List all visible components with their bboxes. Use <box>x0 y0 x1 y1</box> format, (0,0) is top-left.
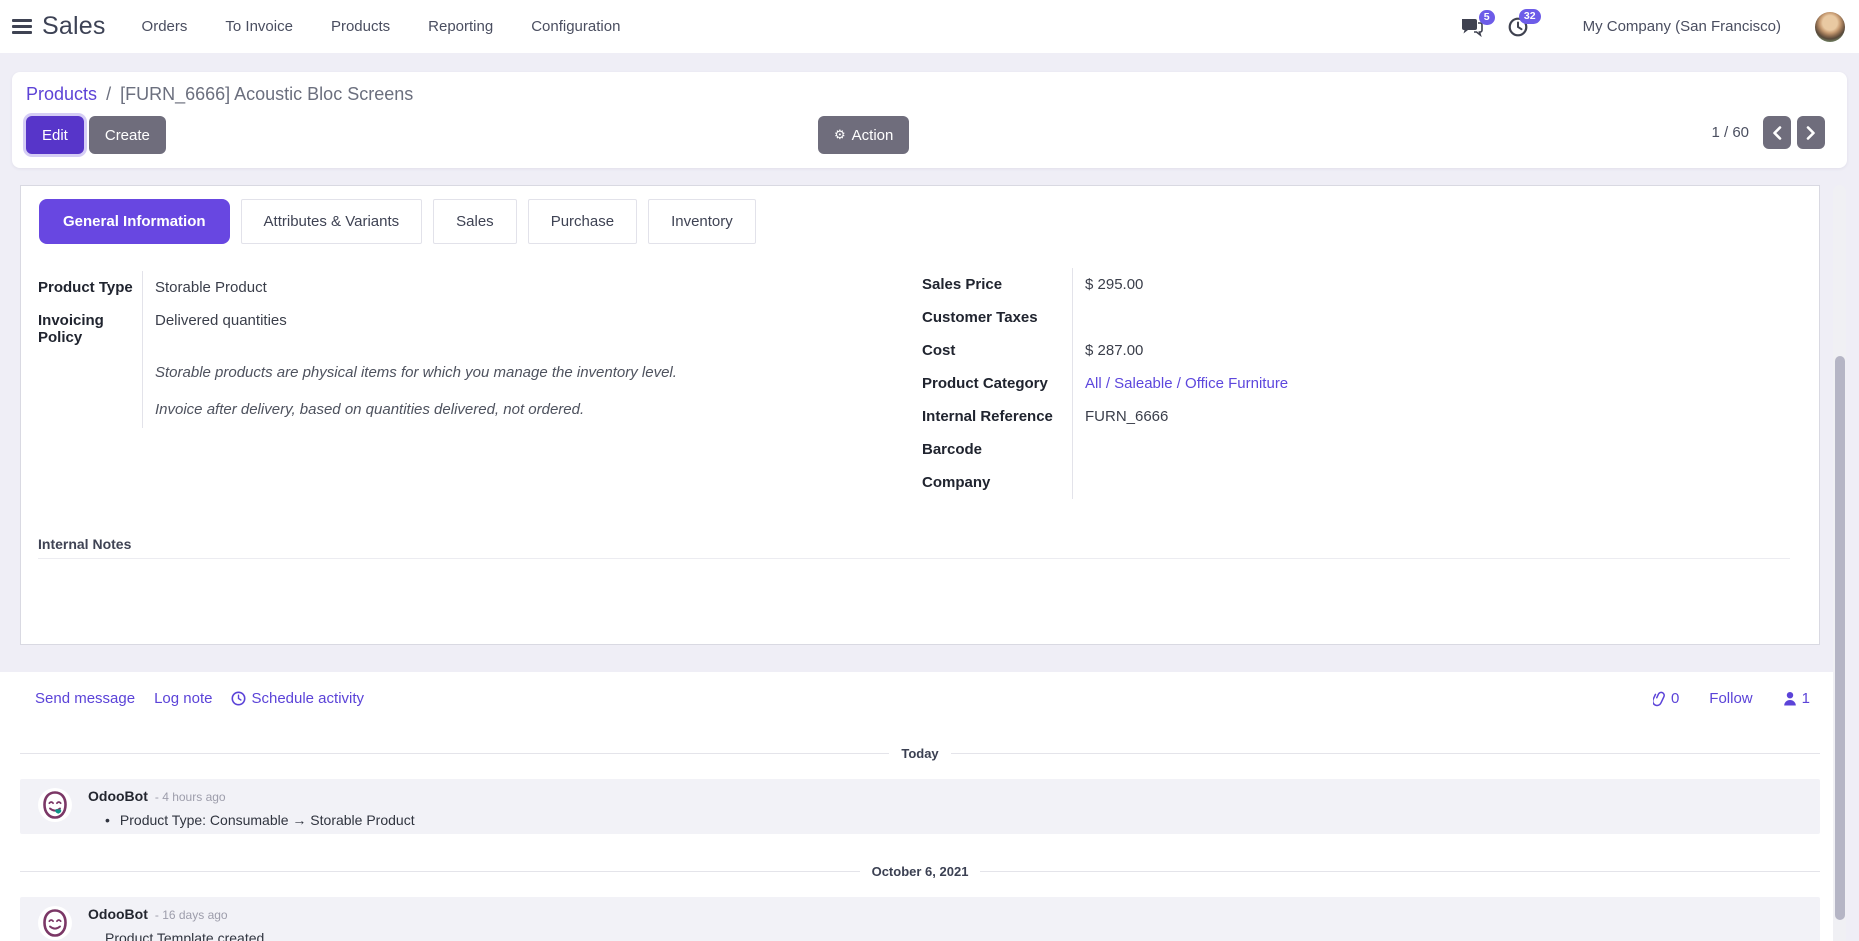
tab-general-information[interactable]: General Information <box>39 199 230 244</box>
customer-taxes-value <box>1072 301 1482 334</box>
menu-products[interactable]: Products <box>330 18 391 35</box>
invoicing-policy-label: Invoicing Policy <box>38 312 104 346</box>
sales-price-label: Sales Price <box>922 276 1003 293</box>
breadcrumb-separator: / <box>106 84 112 104</box>
edit-button[interactable]: Edit <box>26 116 84 154</box>
product-type-value: Storable Product <box>142 271 738 304</box>
company-switcher[interactable]: My Company (San Francisco) <box>1582 18 1781 35</box>
customer-taxes-label: Customer Taxes <box>922 309 1038 326</box>
tab-inventory[interactable]: Inventory <box>648 199 756 244</box>
menu-configuration[interactable]: Configuration <box>531 18 621 35</box>
message-author[interactable]: OdooBot <box>88 788 148 804</box>
field-group-right: Sales Price $ 295.00 Customer Taxes Cost… <box>922 268 1482 499</box>
messages-count-badge: 5 <box>1478 9 1495 26</box>
chevron-right-icon <box>1806 125 1815 140</box>
action-button[interactable]: ⚙ Action <box>818 116 910 154</box>
activities-button[interactable]: 32 <box>1507 8 1541 38</box>
schedule-activity-label: Schedule activity <box>251 690 365 707</box>
chevron-left-icon <box>1773 125 1782 140</box>
internal-reference-value: FURN_6666 <box>1072 400 1482 433</box>
internal-notes-label: Internal Notes <box>38 536 132 552</box>
message-body: Product Template created <box>105 930 265 941</box>
create-button[interactable]: Create <box>88 116 166 154</box>
pager-count: 1 / 60 <box>1711 124 1749 141</box>
message-timestamp: - 16 days ago <box>154 908 228 922</box>
send-message-button[interactable]: Send message <box>35 690 136 707</box>
tab-purchase[interactable]: Purchase <box>527 199 638 244</box>
internal-reference-label: Internal Reference <box>922 408 1053 425</box>
attachments-count: 0 <box>1670 690 1680 707</box>
cost-label: Cost <box>922 342 956 359</box>
sales-price-value: $ 295.00 <box>1072 268 1482 301</box>
messages-button[interactable]: 5 <box>1460 9 1495 37</box>
tab-sales[interactable]: Sales <box>433 199 517 244</box>
follower-person-icon <box>1783 692 1796 706</box>
barcode-value <box>1072 433 1482 466</box>
date-divider-today: Today <box>20 744 1821 763</box>
menu-orders[interactable]: Orders <box>141 18 188 35</box>
message-author[interactable]: OdooBot <box>88 906 148 922</box>
pager: 1 / 60 <box>1711 116 1825 149</box>
page-title: [FURN_6666] Acoustic Bloc Screens <box>120 84 414 104</box>
message-today: OdooBot - 4 hours ago Product Type: Cons… <box>20 779 1820 834</box>
invoicing-policy-value: Delivered quantities <box>142 304 738 354</box>
form-sheet: General Information Attributes & Variant… <box>20 185 1820 645</box>
chatter-toolbar: Send message Log note Schedule activity … <box>35 690 1810 707</box>
company-value <box>1072 466 1482 499</box>
follow-button[interactable]: Follow <box>1709 690 1753 707</box>
company-label: Company <box>922 474 991 491</box>
product-category-link[interactable]: All / Saleable / Office Furniture <box>1085 375 1289 392</box>
gear-icon: ⚙ <box>834 127 846 143</box>
user-avatar[interactable] <box>1815 11 1845 42</box>
schedule-activity-button[interactable]: Schedule activity <box>231 690 364 707</box>
notebook-tabs: General Information Attributes & Variant… <box>39 199 756 244</box>
product-type-label: Product Type <box>38 279 133 296</box>
cost-value: $ 287.00 <box>1072 334 1482 367</box>
menu-reporting[interactable]: Reporting <box>428 18 494 35</box>
breadcrumb-products-link[interactable]: Products <box>26 84 98 104</box>
tab-attributes-variants[interactable]: Attributes & Variants <box>240 199 423 244</box>
vertical-scrollbar-thumb[interactable] <box>1834 356 1845 920</box>
followers-button[interactable]: 1 <box>1783 690 1810 707</box>
apps-menu-icon[interactable] <box>12 16 34 38</box>
chatter: Send message Log note Schedule activity … <box>0 672 1833 941</box>
schedule-clock-icon <box>231 691 246 706</box>
product-type-hint: Storable products are physical items for… <box>142 354 738 391</box>
invoicing-policy-hint: Invoice after delivery, based on quantit… <box>142 391 738 428</box>
message-timestamp: - 4 hours ago <box>154 790 226 804</box>
top-navbar: Sales Orders To Invoice Products Reporti… <box>0 0 1859 53</box>
pager-next-button[interactable] <box>1797 116 1825 149</box>
paperclip-icon <box>1652 691 1665 706</box>
app-name[interactable]: Sales <box>42 12 106 40</box>
field-group-left: Product Type Storable Product Invoicing … <box>38 271 738 428</box>
activities-count-badge: 32 <box>1518 8 1541 25</box>
internal-notes-divider <box>38 558 1790 559</box>
activity-clock-icon <box>1507 16 1529 38</box>
action-button-label: Action <box>851 126 894 144</box>
odoobot-avatar <box>37 905 73 941</box>
message-october: OdooBot - 16 days ago Product Template c… <box>20 897 1820 941</box>
odoobot-avatar <box>37 787 73 823</box>
message-body: Product Type: Consumable → Storable Prod… <box>105 812 415 828</box>
followers-count: 1 <box>1801 690 1810 707</box>
log-note-button[interactable]: Log note <box>154 690 213 707</box>
divider-october-label: October 6, 2021 <box>871 864 969 879</box>
menu-to-invoice[interactable]: To Invoice <box>225 18 293 35</box>
date-divider-october: October 6, 2021 <box>20 862 1821 881</box>
product-category-label: Product Category <box>922 375 1048 392</box>
attachments-button[interactable]: 0 <box>1652 690 1680 707</box>
divider-today-label: Today <box>901 746 939 761</box>
main-menu: Orders To Invoice Products Reporting Con… <box>142 18 621 35</box>
pager-previous-button[interactable] <box>1763 116 1791 149</box>
control-panel: Products / [FURN_6666] Acoustic Bloc Scr… <box>12 72 1847 168</box>
breadcrumb: Products / [FURN_6666] Acoustic Bloc Scr… <box>26 84 413 105</box>
barcode-label: Barcode <box>922 441 983 458</box>
